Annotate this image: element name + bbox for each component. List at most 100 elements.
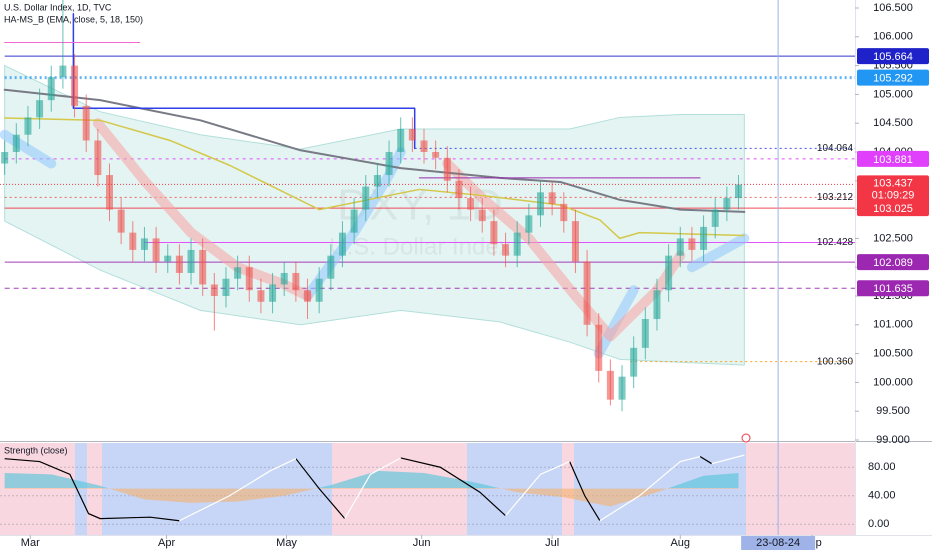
price-text-label: 104.064 xyxy=(817,143,854,154)
candle-body xyxy=(36,100,44,118)
candle-body xyxy=(583,261,591,325)
candle-body xyxy=(688,238,696,250)
price-label-box xyxy=(857,200,929,217)
candle-body xyxy=(536,192,544,216)
indicator-line xyxy=(3,117,746,240)
price-text-label: 100.360 xyxy=(817,356,854,367)
candle-body xyxy=(723,198,731,210)
candle-body xyxy=(513,232,521,256)
candle-body xyxy=(467,198,475,210)
candle-body xyxy=(164,255,172,262)
watermark-sub: U.S. Dollar Index xyxy=(329,233,510,260)
candle-body xyxy=(350,209,358,233)
axes: 106.500106.000105.500105.000104.500104.0… xyxy=(21,0,929,550)
x-tick-label: Aug xyxy=(670,537,690,549)
candle-body xyxy=(478,209,486,222)
candle-body xyxy=(210,284,218,296)
candle-body xyxy=(280,272,288,285)
candle-body xyxy=(24,117,32,135)
candle-body xyxy=(82,105,90,141)
candle-body xyxy=(676,238,684,256)
candle-body xyxy=(222,278,230,296)
price-label: 105.292 xyxy=(873,72,913,84)
x-tick-label: Jul xyxy=(545,537,559,549)
candle-body xyxy=(12,134,20,152)
cursor-date-box xyxy=(741,536,816,550)
candle-body xyxy=(432,152,440,158)
candle-body xyxy=(525,215,533,233)
candle-body xyxy=(152,238,160,262)
candle-body xyxy=(269,284,277,302)
candle-body xyxy=(385,152,393,176)
indicator-line xyxy=(0,129,750,359)
y-tick-label: 102.500 xyxy=(873,232,913,244)
main-pane xyxy=(0,0,855,412)
price-text-label: 103.212 xyxy=(817,192,854,203)
candle-body xyxy=(94,140,102,176)
price-label: 103.025 xyxy=(873,203,913,215)
candle-body xyxy=(257,290,265,302)
candle-body xyxy=(595,324,603,371)
candle-body xyxy=(327,255,335,279)
candle-body xyxy=(129,232,137,250)
y-tick-label: 101.000 xyxy=(873,319,913,331)
y-tick-label: 99.000 xyxy=(876,434,910,446)
y-tick-label: 100.000 xyxy=(873,376,913,388)
candle-body xyxy=(606,370,614,400)
strength-line xyxy=(4,456,713,522)
strength-cloud-up xyxy=(4,470,739,488)
candle-body xyxy=(502,244,510,256)
candle-body xyxy=(571,221,579,262)
price-label: 101.635 xyxy=(873,283,913,295)
strength-tick-label: 40.00 xyxy=(868,490,896,502)
strength-title: Strength (close) xyxy=(4,445,68,455)
last-price-box xyxy=(857,175,929,204)
strength-pane xyxy=(0,454,855,525)
y-tick-label: 99.500 xyxy=(876,405,910,417)
candle-body xyxy=(560,203,568,222)
candle-body xyxy=(362,186,370,210)
candle-body xyxy=(199,249,207,285)
event-icon[interactable] xyxy=(741,433,751,443)
y-tick-label: 106.500 xyxy=(873,2,913,14)
candle-body xyxy=(397,128,405,152)
price-label-box xyxy=(857,150,929,167)
countdown: 01:09:29 xyxy=(872,189,915,201)
candle-body xyxy=(105,175,113,210)
price-label-box xyxy=(857,280,929,297)
x-tick-label: May xyxy=(276,537,297,549)
strength-tick-label: 80.00 xyxy=(868,461,896,473)
candle-body xyxy=(1,152,9,164)
strength-tick-label: 0.00 xyxy=(868,518,889,530)
price-label-box xyxy=(857,48,929,65)
candle-body xyxy=(292,272,300,291)
indicator-title: HA-MS_B (EMA, close, 5, 18, 150) xyxy=(4,14,143,24)
candle-body xyxy=(338,232,346,256)
candle-body xyxy=(245,267,253,291)
candle-body xyxy=(408,128,416,141)
y-tick-label: 100.500 xyxy=(873,348,913,360)
candle-body xyxy=(735,184,743,199)
price-label-box xyxy=(857,69,929,86)
candle-body xyxy=(653,290,661,320)
candle-body xyxy=(59,65,67,78)
last-price: 103.437 xyxy=(873,177,913,189)
candle-body xyxy=(71,65,79,106)
candle-body xyxy=(548,192,556,204)
cursor-date: 23-08-24 xyxy=(756,537,800,549)
candle-body xyxy=(711,209,719,227)
candle-body xyxy=(630,347,638,377)
price-label: 105.664 xyxy=(873,51,913,63)
envelope xyxy=(4,64,745,366)
price-label: 103.881 xyxy=(873,154,913,166)
candle-body xyxy=(490,221,498,245)
candle-body xyxy=(641,319,649,348)
x-tick-label: Mar xyxy=(21,537,40,549)
candle-body xyxy=(420,140,428,152)
candle-body xyxy=(187,249,195,273)
candle-body xyxy=(117,209,125,233)
candle-body xyxy=(234,267,242,279)
candle-body xyxy=(455,180,463,199)
y-tick-label: 105.000 xyxy=(873,88,913,100)
